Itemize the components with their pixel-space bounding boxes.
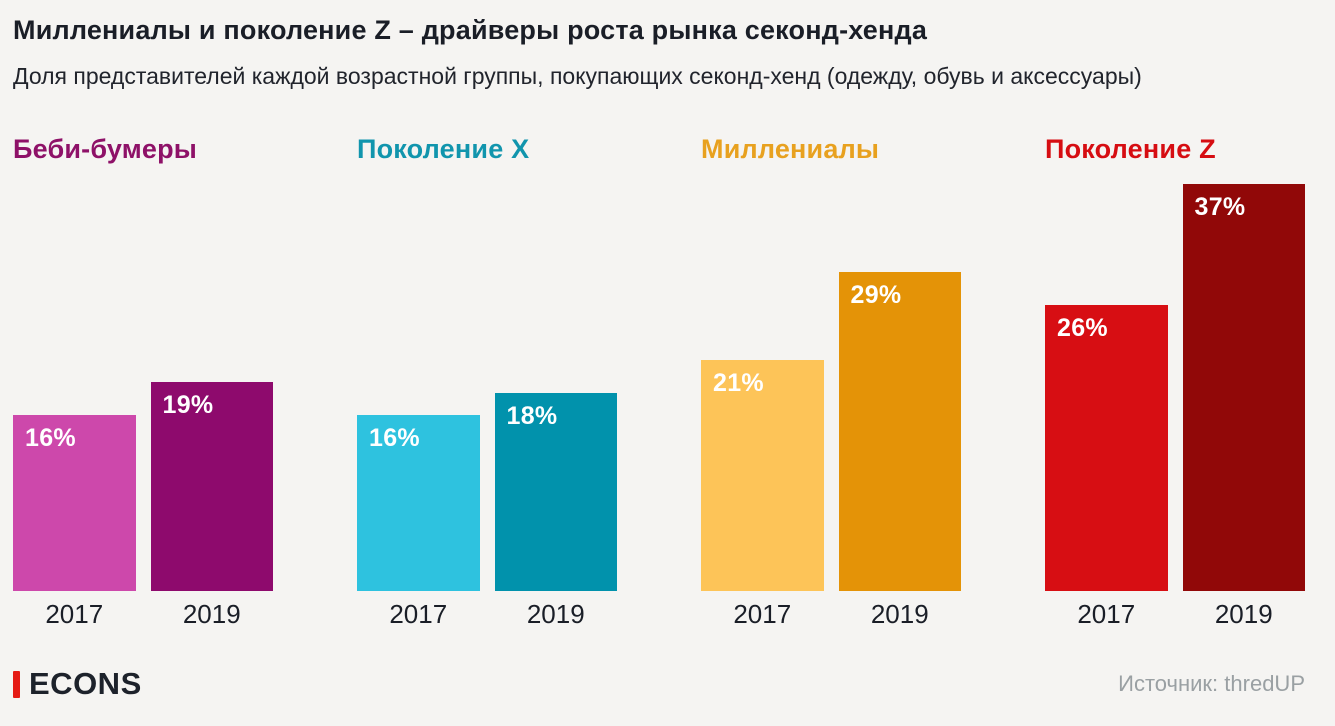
group-label: Беби-бумеры [13,134,198,165]
bar-value-label: 16% [25,424,76,453]
bar-value-label: 29% [850,281,902,310]
generation-group-2: Миллениалы 21% 29% 2017 2019 [701,133,961,630]
bar-value-label: 18% [506,402,558,431]
bar-chart: Беби-бумеры 16% 19% 2017 2019 Поколение X 16% 1… [13,133,1305,630]
bars: 26% 37% [1045,165,1305,592]
year-axis: 2017 2019 [357,599,617,630]
group-label: Поколение X [357,134,530,165]
year-axis: 2017 2019 [1045,599,1305,630]
bars: 16% 19% [13,165,273,592]
bar-2019: 29% [838,272,961,592]
bar-2019: 19% [150,382,273,592]
bar-2017: 16% [357,415,480,592]
logo-accent-bar-icon [13,670,20,698]
econs-logo: ECONS [13,666,142,702]
year-tick: 2017 [45,599,104,630]
logo-text: ECONS [29,666,142,701]
bar-value-label: 21% [713,369,764,398]
page-subtitle: Доля представителей каждой возрастной гр… [13,63,1142,90]
group-label: Миллениалы [701,134,880,165]
bars: 16% 18% [357,165,617,592]
year-tick: 2019 [526,599,585,630]
bar-2019: 37% [1182,184,1305,592]
bar-value-label: 37% [1194,193,1246,222]
year-tick: 2017 [733,599,792,630]
bar-value-label: 26% [1057,314,1108,343]
bars: 21% 29% [701,165,961,592]
page-title: Миллениалы и поколение Z – драйверы рост… [13,15,928,45]
bar-2019: 18% [494,393,617,592]
generation-group-1: Поколение X 16% 18% 2017 2019 [357,133,617,630]
year-tick: 2019 [182,599,241,630]
year-tick: 2019 [1214,599,1273,630]
bar-2017: 26% [1045,305,1168,592]
source-note: Источник: thredUP [1118,671,1305,696]
generation-group-3: Поколение Z 26% 37% 2017 2019 [1045,133,1305,630]
bar-2017: 16% [13,415,136,592]
generation-group-0: Беби-бумеры 16% 19% 2017 2019 [13,133,273,630]
chart-header: Миллениалы и поколение Z – драйверы рост… [13,14,1305,91]
bar-value-label: 16% [369,424,420,453]
year-axis: 2017 2019 [701,599,961,630]
year-tick: 2019 [870,599,929,630]
year-axis: 2017 2019 [13,599,273,630]
bar-2017: 21% [701,360,824,592]
year-tick: 2017 [1077,599,1136,630]
group-label: Поколение Z [1045,134,1216,165]
year-tick: 2017 [389,599,448,630]
bar-value-label: 19% [162,391,214,420]
chart-footer: ECONS Источник: thredUP [13,666,1305,702]
